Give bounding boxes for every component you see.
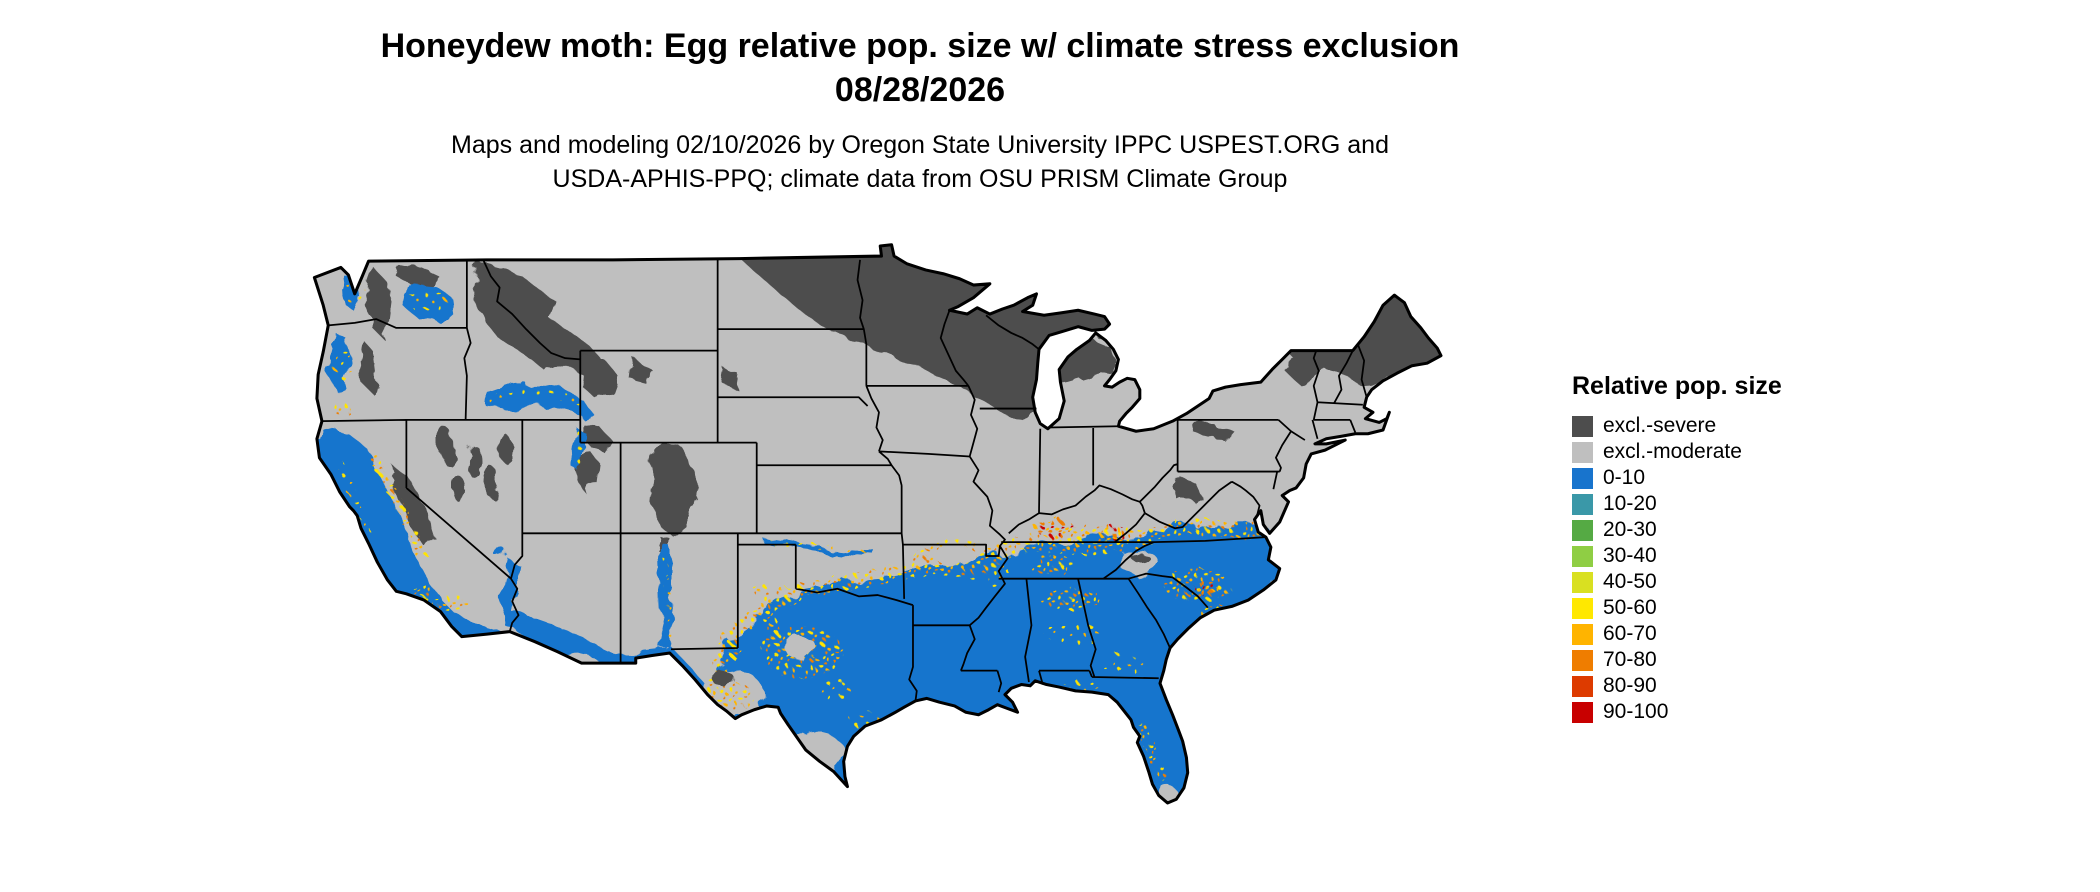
us-map [298, 222, 1533, 890]
legend-label: 40-50 [1603, 570, 1657, 593]
legend-item: 10-20 [1572, 491, 1782, 517]
legend-label: 20-30 [1603, 518, 1657, 541]
subtitle-line-2: USDA-APHIS-PPQ; climate data from OSU PR… [552, 165, 1288, 193]
subtitle: Maps and modeling 02/10/2026 by Oregon S… [0, 128, 1840, 196]
legend-label: 10-20 [1603, 492, 1657, 515]
legend-item: 30-40 [1572, 543, 1782, 569]
legend: Relative pop. size excl.-severe excl.-mo… [1572, 372, 1782, 725]
legend-item: 70-80 [1572, 647, 1782, 673]
legend-swatch [1572, 545, 1593, 567]
state-borders [321, 259, 1368, 702]
legend-label: 80-90 [1603, 674, 1657, 697]
us-outline [312, 243, 1443, 805]
legend-swatch [1572, 623, 1593, 645]
legend-swatch [1572, 649, 1593, 671]
legend-label: 60-70 [1603, 622, 1657, 645]
legend-title: Relative pop. size [1572, 372, 1782, 400]
legend-label: 90-100 [1603, 700, 1669, 723]
legend-item: 40-50 [1572, 569, 1782, 595]
legend-item: 90-100 [1572, 699, 1782, 725]
legend-item: 60-70 [1572, 621, 1782, 647]
legend-swatch [1572, 415, 1593, 437]
header: Honeydew moth: Egg relative pop. size w/… [0, 24, 1840, 196]
legend-item: 80-90 [1572, 673, 1782, 699]
legend-label: 70-80 [1603, 648, 1657, 671]
legend-label: 30-40 [1603, 544, 1657, 567]
legend-label: excl.-moderate [1603, 440, 1742, 463]
legend-item: 0-10 [1572, 465, 1782, 491]
legend-swatch [1572, 493, 1593, 515]
legend-label: excl.-severe [1603, 414, 1717, 437]
legend-label: 0-10 [1603, 466, 1646, 489]
legend-label: 50-60 [1603, 596, 1657, 619]
legend-item: 50-60 [1572, 595, 1782, 621]
legend-item: excl.-severe [1572, 413, 1782, 439]
map-date: 08/28/2026 [834, 71, 1006, 109]
legend-swatch [1572, 467, 1593, 489]
legend-swatch [1572, 441, 1593, 463]
legend-swatch [1572, 701, 1593, 723]
legend-swatch [1572, 597, 1593, 619]
legend-swatch [1572, 675, 1593, 697]
legend-item: 20-30 [1572, 517, 1782, 543]
legend-swatch [1572, 519, 1593, 541]
us-map-svg [312, 243, 1443, 805]
legend-item: excl.-moderate [1572, 439, 1782, 465]
subtitle-line-1: Maps and modeling 02/10/2026 by Oregon S… [451, 131, 1389, 159]
legend-swatch [1572, 571, 1593, 593]
page-title: Honeydew moth: Egg relative pop. size w/… [380, 27, 1460, 65]
